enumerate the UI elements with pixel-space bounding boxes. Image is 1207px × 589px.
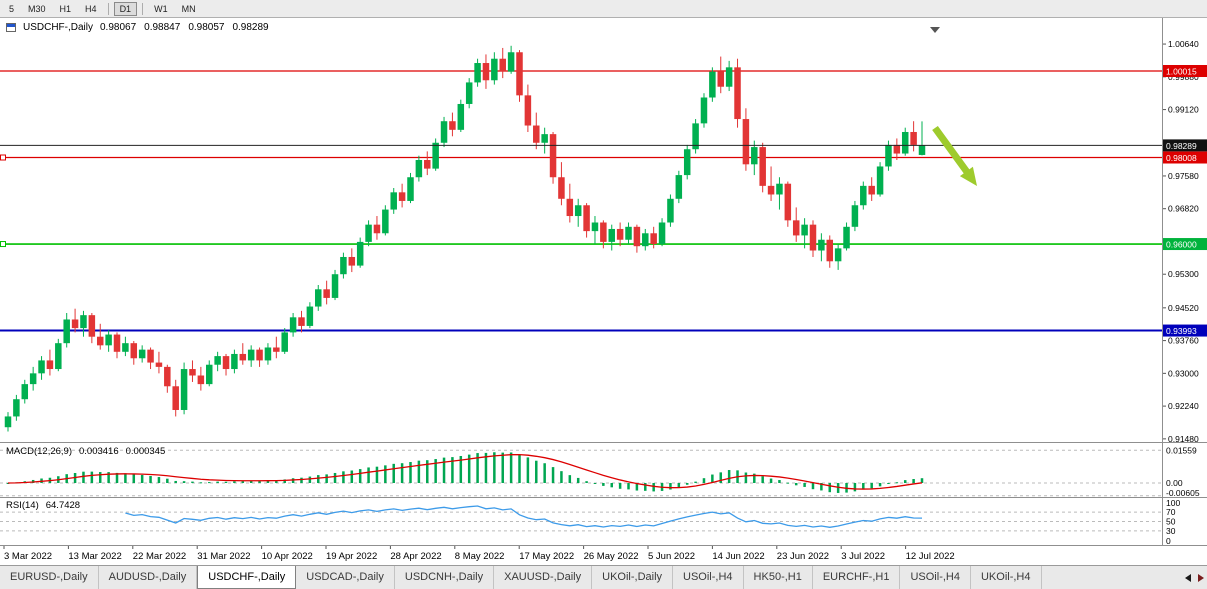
tab-scroll-controls [1185, 574, 1204, 582]
svg-text:3 Mar 2022: 3 Mar 2022 [4, 551, 52, 562]
svg-text:0.93000: 0.93000 [1168, 368, 1199, 378]
svg-text:26 May 2022: 26 May 2022 [584, 551, 639, 562]
svg-text:3 Jul 2022: 3 Jul 2022 [841, 551, 885, 562]
svg-text:10 Apr 2022: 10 Apr 2022 [262, 551, 313, 562]
chart-tab-usdcnh-daily[interactable]: USDCNH-,Daily [395, 566, 495, 589]
tabs-scroll-left-icon[interactable] [1185, 574, 1191, 582]
macd-signal-line [7, 453, 923, 490]
chart-tab-bar: EURUSD-,Daily AUDUSD-,Daily USDCHF-,Daily U… [0, 565, 1207, 589]
chart-tab-eurchf-h1[interactable]: EURCHF-,H1 [813, 566, 901, 589]
svg-text:8 May 2022: 8 May 2022 [455, 551, 505, 562]
timeframe-button-m30[interactable]: M30 [28, 3, 46, 14]
trend-arrow-annotation[interactable] [932, 125, 977, 186]
svg-text:0.93993: 0.93993 [1166, 326, 1197, 336]
chart-window[interactable]: 1.006400.998800.991200.975800.968200.953… [0, 18, 1207, 565]
svg-text:19 Apr 2022: 19 Apr 2022 [326, 551, 377, 562]
svg-text:0.93760: 0.93760 [1168, 336, 1199, 346]
timeframe-button-w1[interactable]: W1 [154, 3, 168, 14]
svg-text:12 Jul 2022: 12 Jul 2022 [906, 551, 955, 562]
date-axis[interactable]: 3 Mar 2022 13 Mar 2022 22 Mar 2022 31 Mar 2… [3, 546, 955, 562]
line-handle [0, 154, 6, 161]
horizontal-level-lines[interactable] [0, 70, 1162, 332]
svg-text:22 Mar 2022: 22 Mar 2022 [133, 551, 186, 562]
price-chart-canvas[interactable]: 1.006400.998800.991200.975800.968200.953… [0, 18, 1207, 565]
svg-text:13 Mar 2022: 13 Mar 2022 [68, 551, 121, 562]
timeframe-button-d1[interactable]: D1 [113, 1, 138, 16]
chart-tab-eurusd-daily[interactable]: EURUSD-,Daily [0, 566, 99, 589]
svg-text:100: 100 [1166, 498, 1180, 508]
chart-tab-usdcad-daily[interactable]: USDCAD-,Daily [296, 566, 395, 589]
svg-text:0.91480: 0.91480 [1168, 434, 1199, 444]
timeframe-button-mn[interactable]: MN [181, 3, 196, 14]
chart-tab-audusd-daily[interactable]: AUDUSD-,Daily [99, 566, 198, 589]
toolbar-separator [142, 2, 144, 15]
svg-text:-0.00605: -0.00605 [1166, 488, 1200, 498]
chart-tab-ukoil-daily[interactable]: UKOil-,Daily [592, 566, 674, 589]
chart-tab-usdchf-daily[interactable]: USDCHF-,Daily [197, 566, 297, 589]
svg-text:0.01559: 0.01559 [1166, 445, 1197, 455]
svg-text:0.92240: 0.92240 [1168, 401, 1199, 411]
svg-text:0.96000: 0.96000 [1166, 240, 1197, 250]
price-label-badges: 1.00015 0.98289 0.98008 0.96000 0.93993 [1163, 65, 1207, 337]
macd-panel: 0.01559 0.00-0.00605 [0, 445, 1200, 498]
chart-tab-ukoil-h4[interactable]: UKOil-,H4 [971, 566, 1042, 589]
svg-text:0.98289: 0.98289 [1166, 141, 1197, 151]
timeframe-button-h4[interactable]: H4 [85, 3, 97, 14]
tabs-scroll-right-icon[interactable] [1198, 574, 1204, 582]
svg-text:0.99120: 0.99120 [1168, 105, 1199, 115]
chart-tab-usoil-h4[interactable]: USOil-,H4 [900, 566, 971, 589]
chart-tab-usoil-h4[interactable]: USOil-,H4 [673, 566, 744, 589]
svg-text:0.96820: 0.96820 [1168, 204, 1199, 214]
rsi-line [125, 505, 923, 528]
toolbar-separator [107, 2, 109, 15]
svg-text:0.00: 0.00 [1166, 478, 1183, 488]
svg-text:0.97580: 0.97580 [1168, 171, 1199, 181]
svg-text:70: 70 [1166, 507, 1176, 517]
chart-background [0, 18, 1207, 565]
svg-text:0.94520: 0.94520 [1168, 303, 1199, 313]
chart-tab-xauusd-daily[interactable]: XAUUSD-,Daily [494, 566, 593, 589]
candles-layer [4, 45, 926, 432]
chart-shift-marker-icon[interactable] [930, 27, 940, 33]
svg-text:1.00015: 1.00015 [1166, 67, 1197, 77]
timeframe-toolbar: 5 M30 H1 H4 D1 W1 MN [0, 0, 1207, 18]
svg-text:0.98008: 0.98008 [1166, 153, 1197, 163]
svg-text:23 Jun 2022: 23 Jun 2022 [777, 551, 829, 562]
svg-text:28 Apr 2022: 28 Apr 2022 [390, 551, 441, 562]
chart-tab-hk50-h1[interactable]: HK50-,H1 [744, 566, 813, 589]
svg-text:5 Jun 2022: 5 Jun 2022 [648, 551, 695, 562]
svg-text:17 May 2022: 17 May 2022 [519, 551, 574, 562]
svg-text:31 Mar 2022: 31 Mar 2022 [197, 551, 250, 562]
svg-text:14 Jun 2022: 14 Jun 2022 [712, 551, 764, 562]
line-handle [0, 241, 6, 248]
timeframe-button-5[interactable]: 5 [9, 3, 15, 14]
svg-text:50: 50 [1166, 517, 1176, 527]
timeframe-button-h1[interactable]: H1 [59, 3, 72, 14]
svg-text:30: 30 [1166, 526, 1176, 536]
svg-text:1.00640: 1.00640 [1168, 39, 1199, 49]
svg-text:0.95300: 0.95300 [1168, 269, 1199, 279]
svg-text:0: 0 [1166, 536, 1171, 546]
